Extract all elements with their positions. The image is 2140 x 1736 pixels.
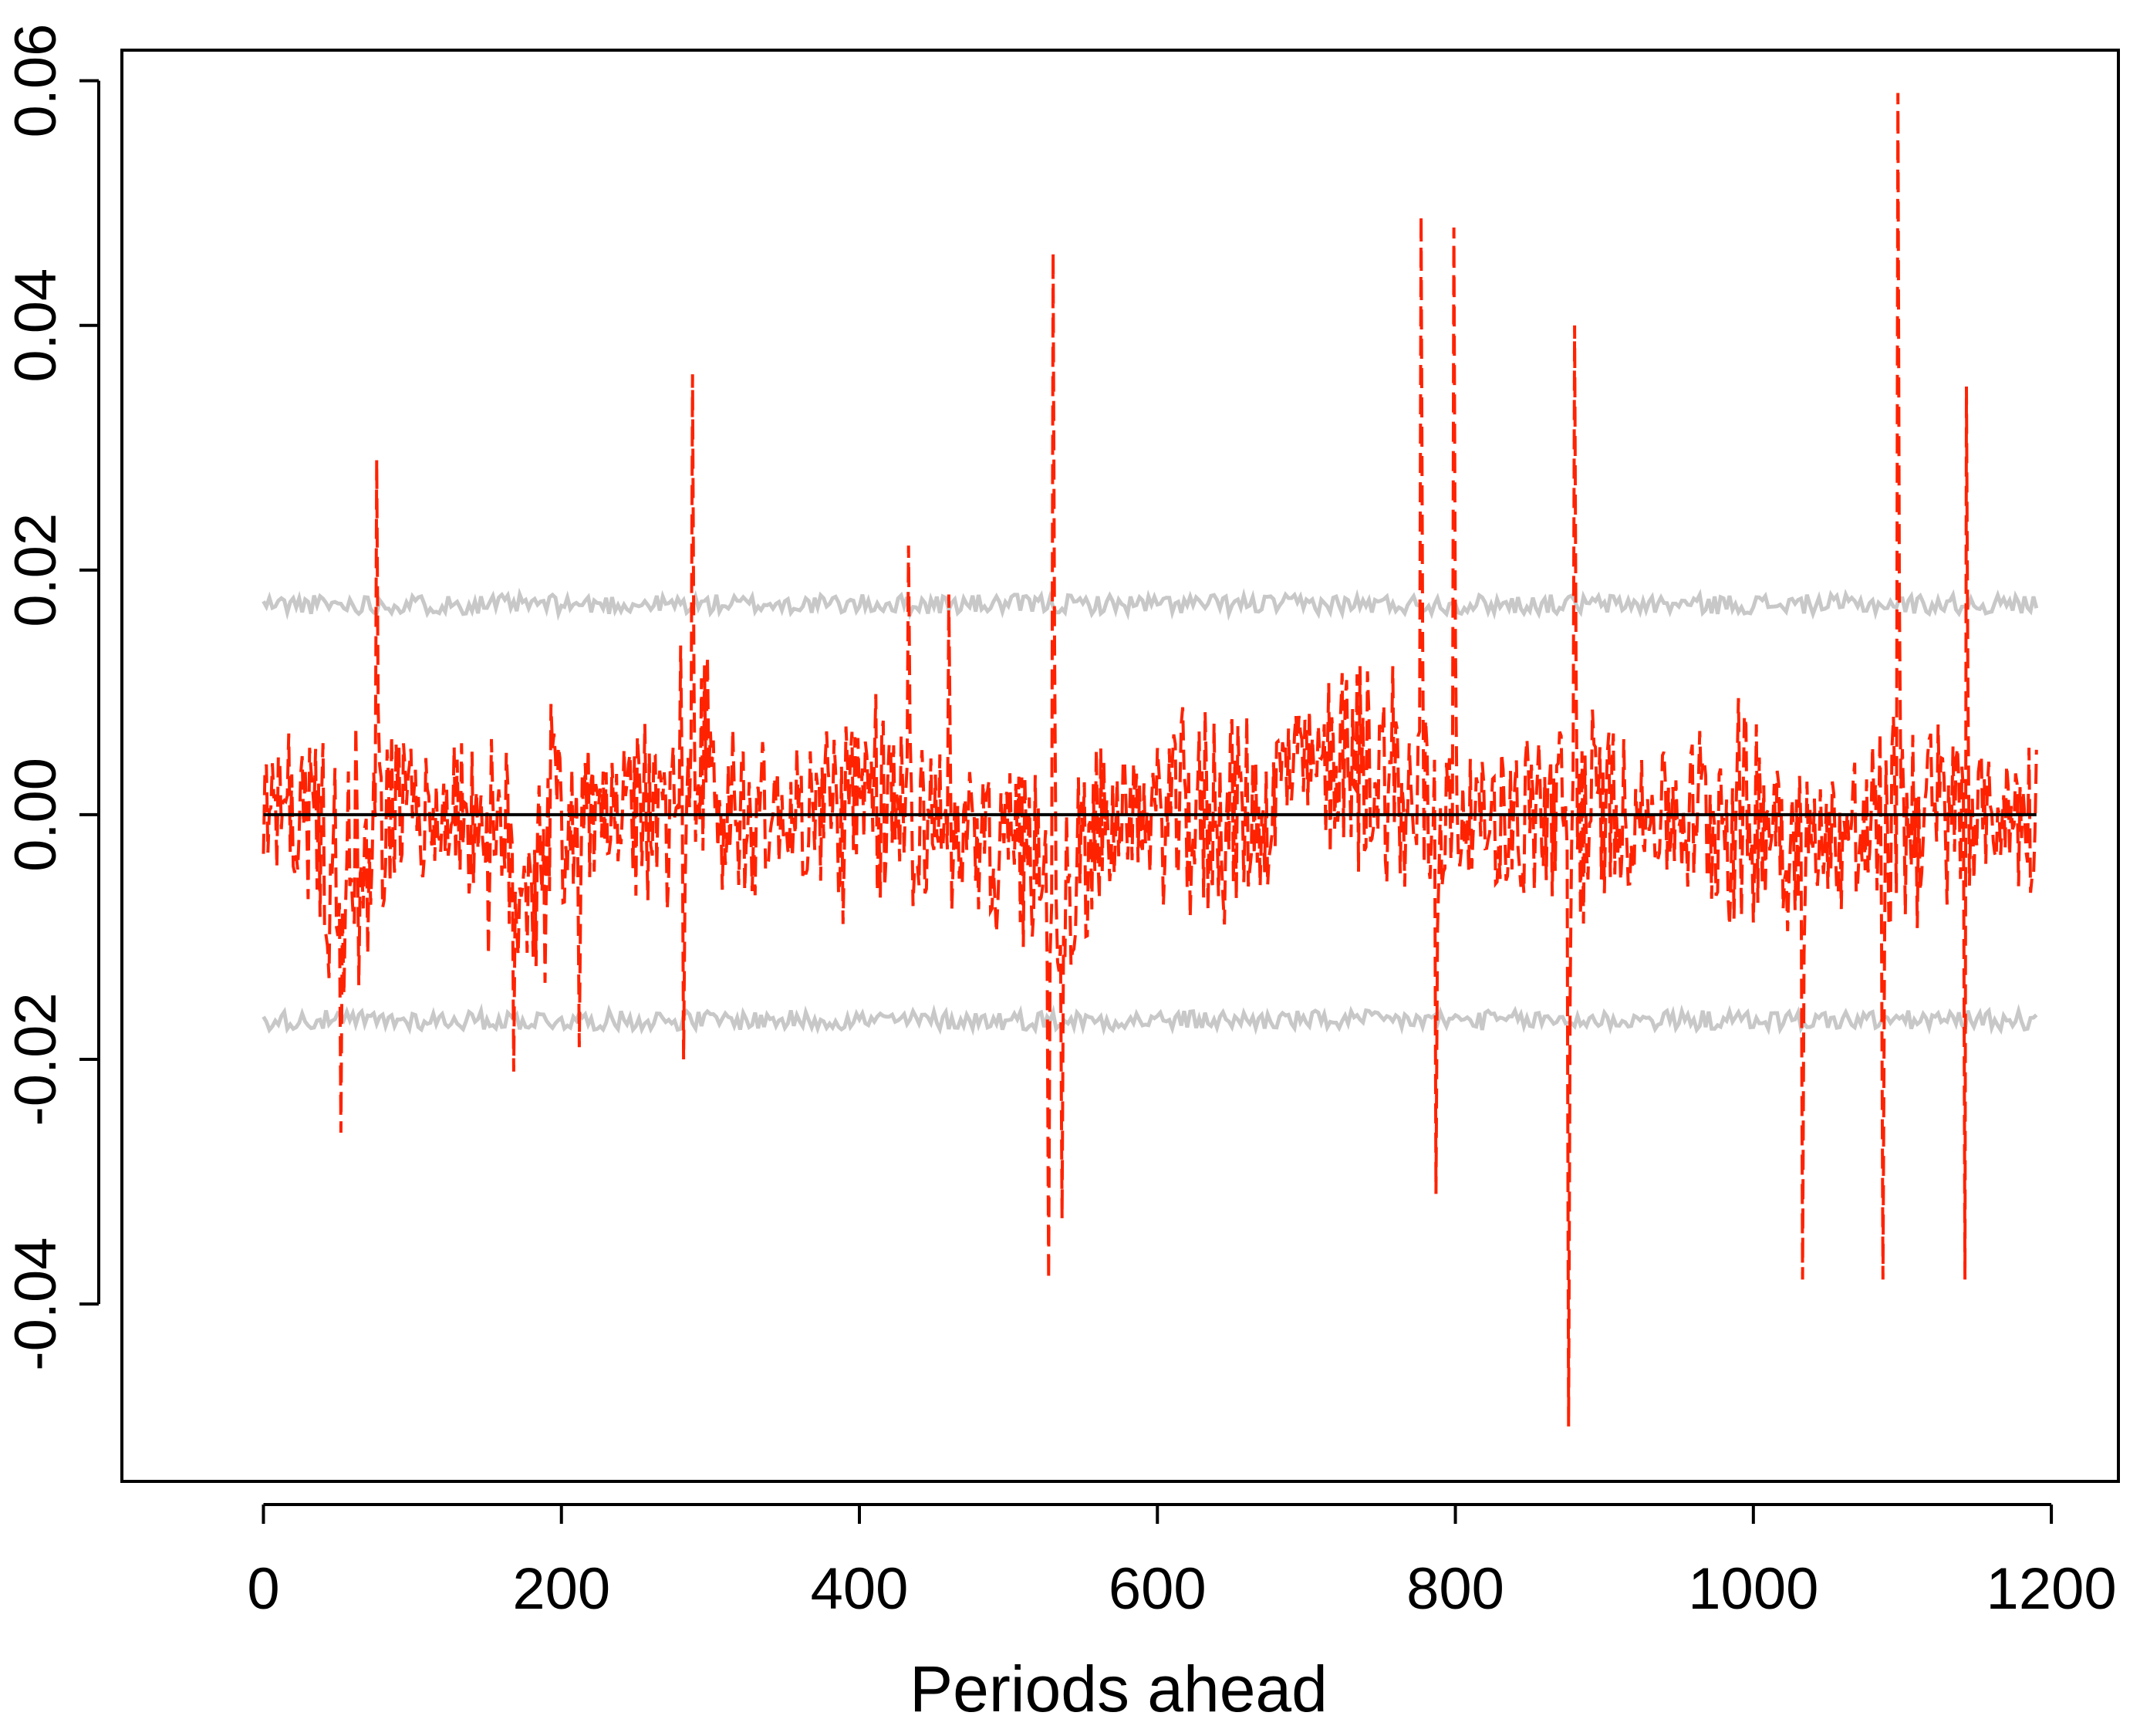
x-axis: 0 200 400 600 800 1000 1200: [247, 1503, 2117, 1622]
x-tick-label: 200: [512, 1556, 610, 1622]
y-tick-label: -0.02: [3, 992, 69, 1126]
response-line: [262, 93, 2038, 1427]
x-tick-label: 0: [247, 1556, 279, 1622]
y-tick-label: -0.04: [3, 1237, 69, 1370]
y-tick-label: 0.02: [3, 513, 69, 627]
x-tick-label: 600: [1109, 1556, 1207, 1622]
y-tick-label: 0.06: [3, 24, 69, 138]
x-axis-title: Periods ahead: [910, 1653, 1328, 1725]
x-tick-label: 1200: [1986, 1556, 2117, 1622]
upper-band-layer: [262, 587, 2039, 621]
x-tick-label: 1000: [1688, 1556, 1818, 1622]
lower-band-line: [262, 1003, 2038, 1036]
y-tick-label: 0.04: [3, 269, 69, 383]
x-tick-label: 800: [1406, 1556, 1504, 1622]
plot-frame: [120, 49, 2120, 1483]
y-axis: -0.04 -0.02 0.00 0.02 0.04 0.06: [3, 24, 100, 1371]
upper-band-line: [262, 587, 2039, 621]
x-tick-label: 400: [811, 1556, 909, 1622]
lower-band-layer: [262, 1003, 2038, 1036]
response-layer: [262, 93, 2038, 1427]
y-tick-label: 0.00: [3, 758, 69, 872]
